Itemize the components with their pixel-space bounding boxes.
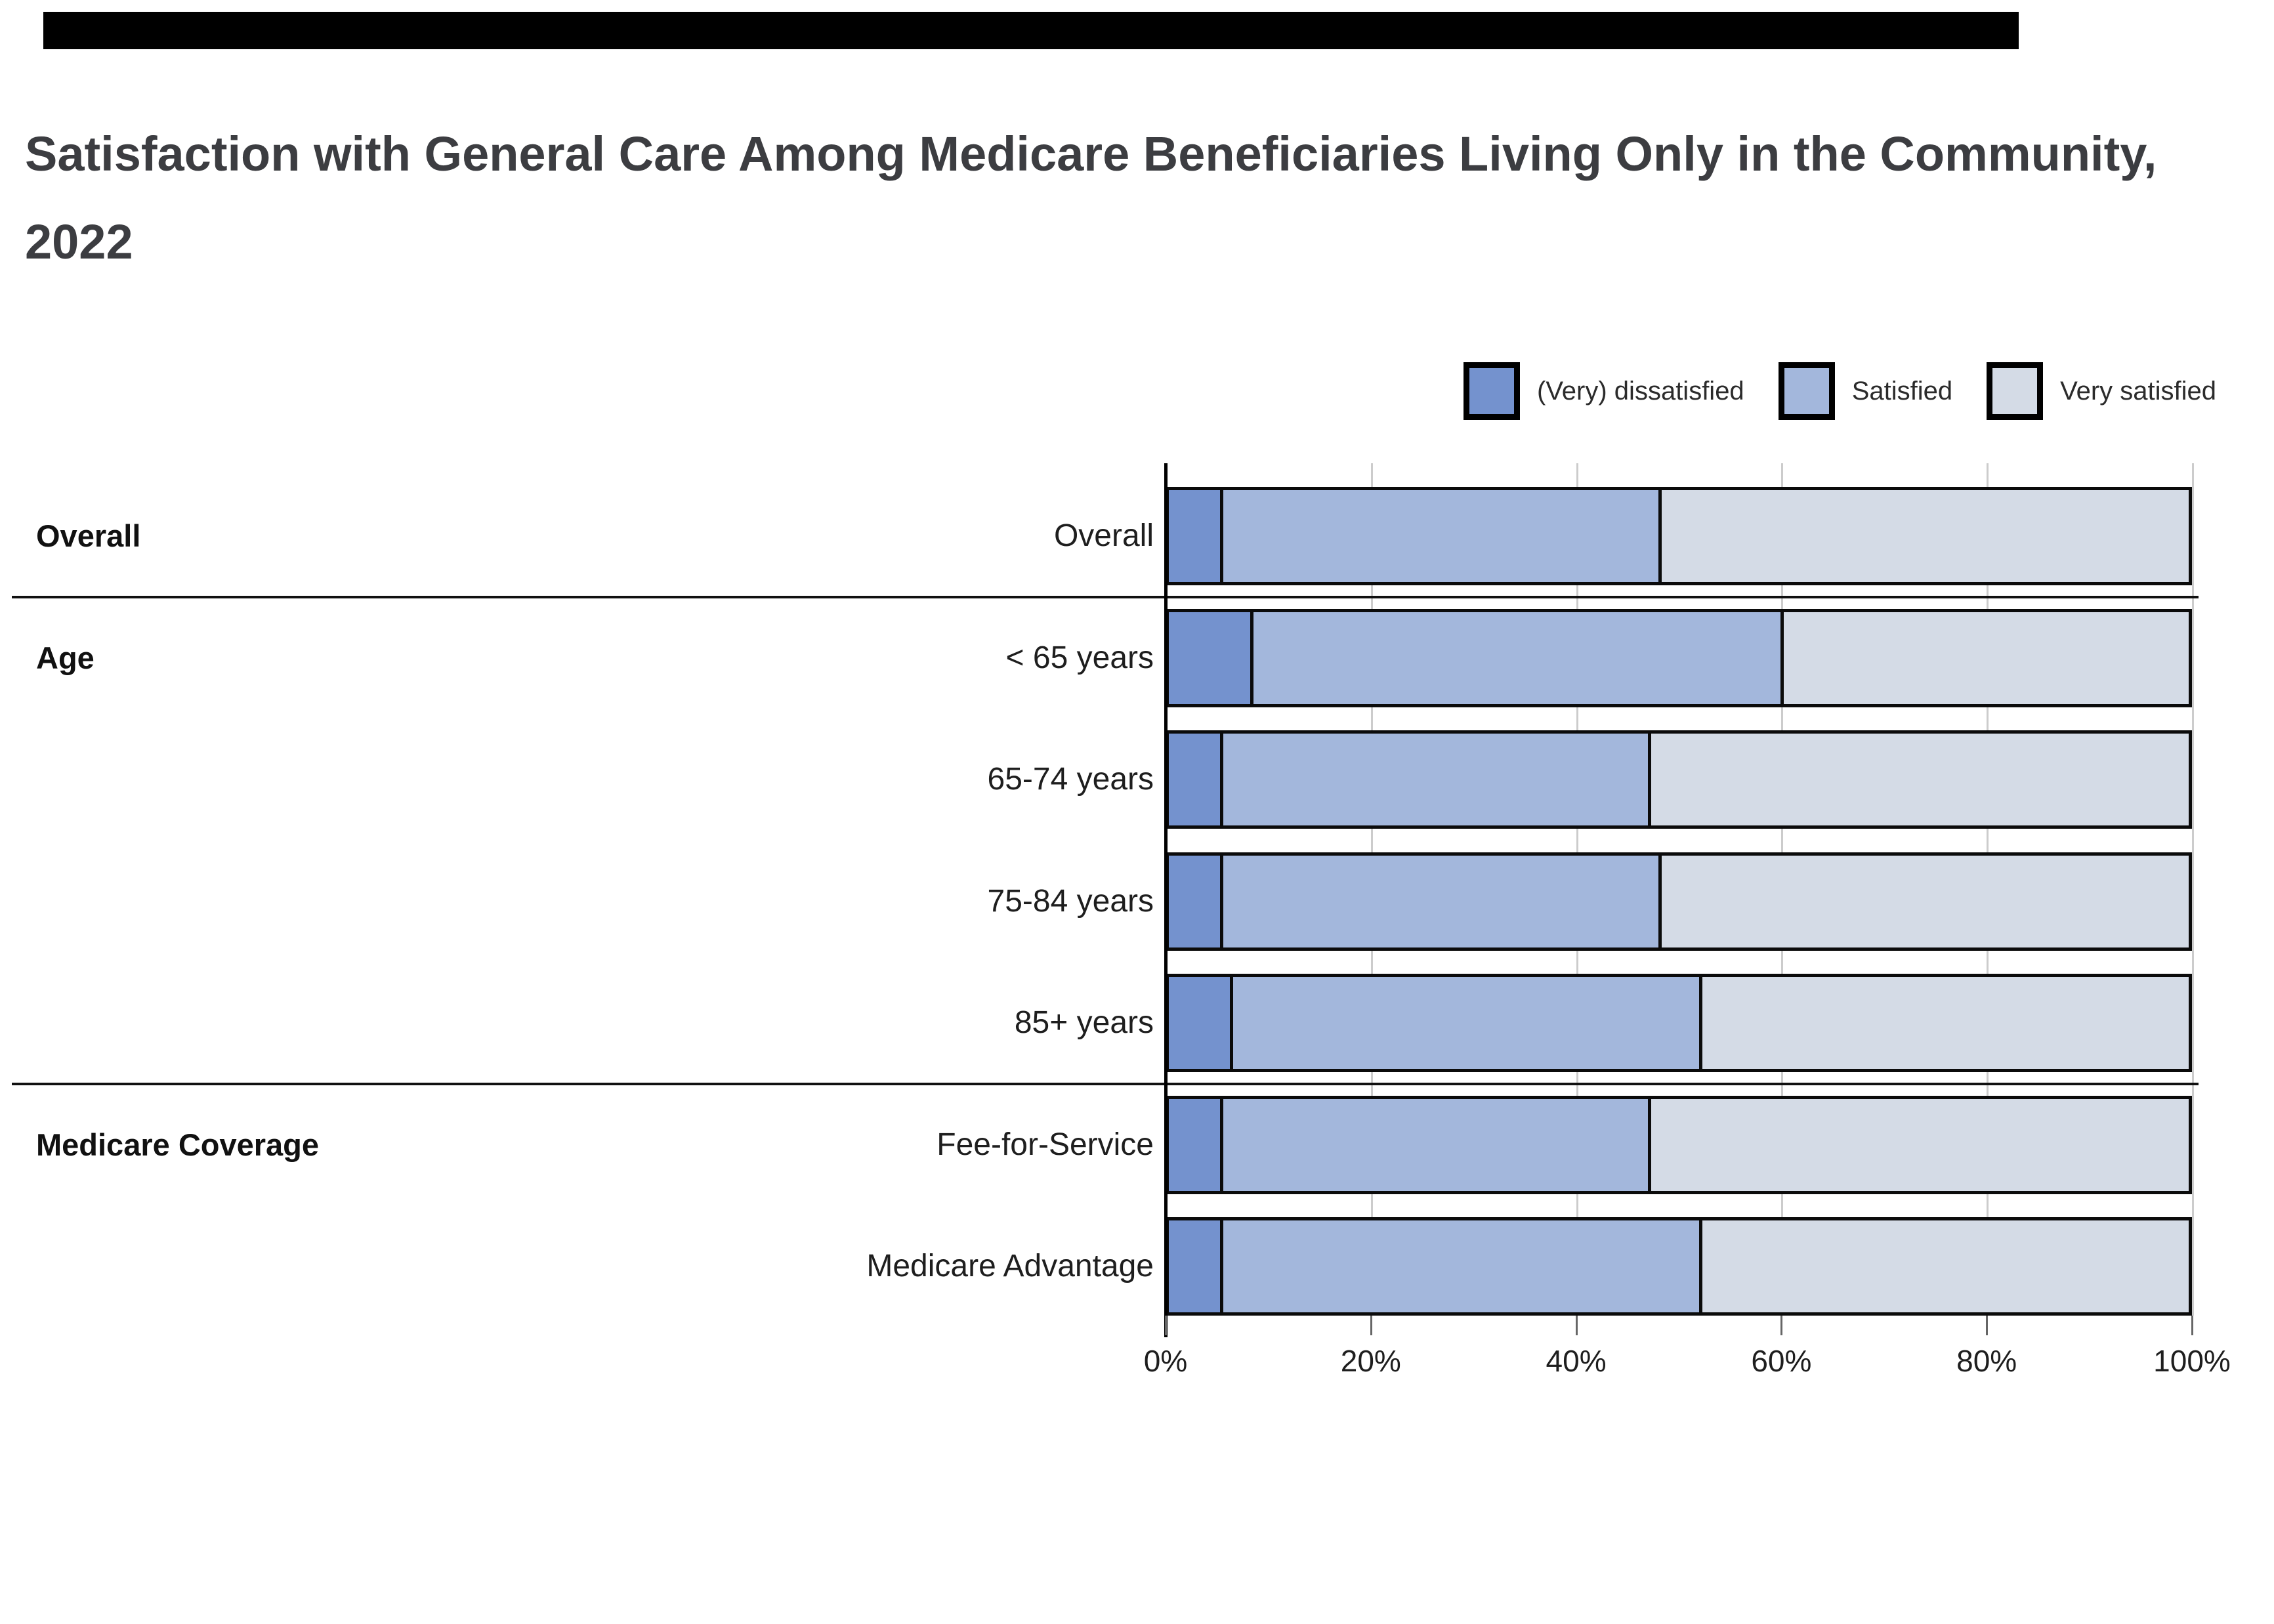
bar-segment <box>1219 734 1649 825</box>
x-axis-tick-label: 100% <box>2153 1344 2231 1378</box>
chart-title: Satisfaction with General Care Among Med… <box>25 127 2157 269</box>
bar-segment <box>1648 734 2189 825</box>
group-label: Medicare Coverage <box>36 1127 320 1162</box>
bar-segment <box>1169 1098 1220 1191</box>
bar-row <box>1166 1217 2192 1316</box>
legend-item: (Very) dissatisfied <box>1463 362 1744 420</box>
top-border-bar <box>43 12 2019 49</box>
group-label: Age <box>36 640 95 675</box>
x-axis-tick <box>2191 1316 2193 1335</box>
bar-segment <box>1658 855 2189 947</box>
row-label: Medicare Advantage <box>866 1249 1154 1283</box>
bar-segment <box>1169 490 1220 582</box>
bar-segment <box>1169 1220 1220 1312</box>
row-label: Fee-for-Service <box>937 1127 1154 1162</box>
bar-row <box>1166 974 2192 1072</box>
x-axis-tick-label: 60% <box>1751 1344 1812 1378</box>
x-axis-tick <box>1370 1316 1372 1335</box>
bar-segment <box>1219 855 1658 947</box>
row-label: 65-74 years <box>987 762 1154 797</box>
bar-row <box>1166 487 2192 585</box>
row-label: 75-84 years <box>987 883 1154 919</box>
bar-row <box>1166 608 2192 707</box>
x-axis-tick-label: 80% <box>1956 1344 2017 1378</box>
legend-item: Satisfied <box>1778 362 1953 420</box>
legend-swatch-icon <box>1778 362 1835 420</box>
x-axis-tick <box>1986 1316 1989 1335</box>
legend-swatch-icon <box>1463 362 1521 420</box>
x-axis-tick-label: 0% <box>1143 1344 1188 1378</box>
legend: (Very) dissatisfied Satisfied Very satisfi… <box>1463 362 2216 420</box>
x-axis-tick <box>1165 1316 1167 1335</box>
x-axis-tick-label: 20% <box>1340 1344 1401 1378</box>
row-label: 85+ years <box>1014 1005 1154 1040</box>
x-axis-tick <box>1575 1316 1578 1335</box>
x-axis-tick <box>1780 1316 1783 1335</box>
row-label: < 65 years <box>1005 640 1154 675</box>
bar-row <box>1166 852 2192 951</box>
bar-segment <box>1219 1220 1700 1312</box>
bar-segment <box>1169 855 1220 947</box>
bar-row <box>1166 1095 2192 1194</box>
bar-segment <box>1230 977 1700 1069</box>
bar-segment <box>1648 1098 2189 1191</box>
bar-segment <box>1699 1220 2189 1312</box>
bar-segment <box>1169 734 1220 825</box>
legend-swatch-icon <box>1987 362 2044 420</box>
bar-segment <box>1219 1098 1649 1191</box>
legend-item: Very satisfied <box>1987 362 2216 420</box>
bar-row <box>1166 730 2192 829</box>
legend-label: Satisfied <box>1851 376 1953 406</box>
y-axis-line <box>1164 463 1168 1337</box>
bar-segment <box>1169 977 1231 1069</box>
group-separator-line <box>12 595 2199 598</box>
gridline <box>2192 463 2194 1316</box>
bar-segment <box>1699 977 2189 1069</box>
x-axis-tick-label: 40% <box>1546 1344 1607 1378</box>
bar-segment <box>1169 612 1251 704</box>
legend-label: Very satisfied <box>2060 376 2216 406</box>
group-label: Overall <box>36 518 141 553</box>
legend-label: (Very) dissatisfied <box>1537 376 1744 406</box>
bar-segment <box>1658 490 2189 582</box>
bar-segment <box>1219 490 1658 582</box>
group-separator-line <box>12 1082 2199 1085</box>
bar-segment <box>1780 612 2189 704</box>
row-label: Overall <box>1053 518 1154 553</box>
bar-segment <box>1250 612 1781 704</box>
